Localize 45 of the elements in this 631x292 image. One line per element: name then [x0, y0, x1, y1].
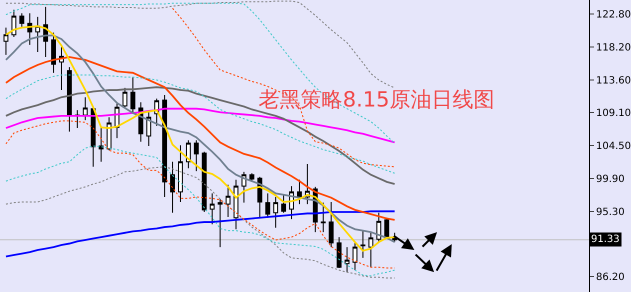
candlestick	[82, 96, 88, 121]
candlestick	[11, 9, 16, 38]
candlestick	[218, 198, 223, 248]
candlestick	[130, 76, 136, 114]
y-tick-label: 95.30	[596, 206, 625, 218]
candlestick	[249, 172, 254, 182]
candlestick	[320, 202, 326, 233]
candlestick	[66, 66, 72, 132]
candlestick	[328, 201, 334, 248]
y-tick-label: 104.50	[596, 140, 631, 152]
candlestick	[336, 236, 342, 268]
candlestick	[194, 140, 199, 172]
candlestick	[226, 184, 231, 218]
line-series	[5, 166, 396, 279]
candlestick	[170, 161, 175, 214]
y-tick-label: 86.20	[596, 272, 625, 284]
y-tick-label: 113.60	[596, 76, 631, 86]
candlestick	[178, 144, 183, 202]
candlestick	[98, 128, 104, 162]
candlestick	[368, 232, 374, 268]
line-series	[5, 210, 396, 258]
candlestick	[106, 116, 112, 151]
line-series	[5, 0, 396, 88]
candlestick	[265, 192, 270, 218]
y-tick-label: 109.10	[596, 108, 631, 119]
y-tick-label: 122.80	[596, 9, 631, 20]
line-series	[5, 146, 396, 276]
candlestick	[360, 230, 366, 258]
candlestick	[35, 16, 40, 53]
candlestick	[51, 32, 56, 74]
candlestick	[281, 194, 286, 214]
candlestick	[210, 192, 215, 225]
ref-line-label: 91.33	[591, 234, 620, 245]
candlestick	[4, 27, 8, 56]
y-tick-label: 99.90	[596, 174, 625, 185]
line-series	[5, 120, 396, 268]
candlestick	[352, 242, 358, 271]
candlestick	[122, 87, 128, 108]
y-tick-label: 118.20	[596, 42, 631, 54]
candlestick	[273, 196, 278, 228]
text: 老黑策略8.15原油日线图	[258, 88, 494, 112]
candlestick	[344, 246, 350, 273]
line-series	[5, 108, 396, 144]
candlestick	[19, 12, 24, 28]
candlestick	[297, 179, 302, 205]
